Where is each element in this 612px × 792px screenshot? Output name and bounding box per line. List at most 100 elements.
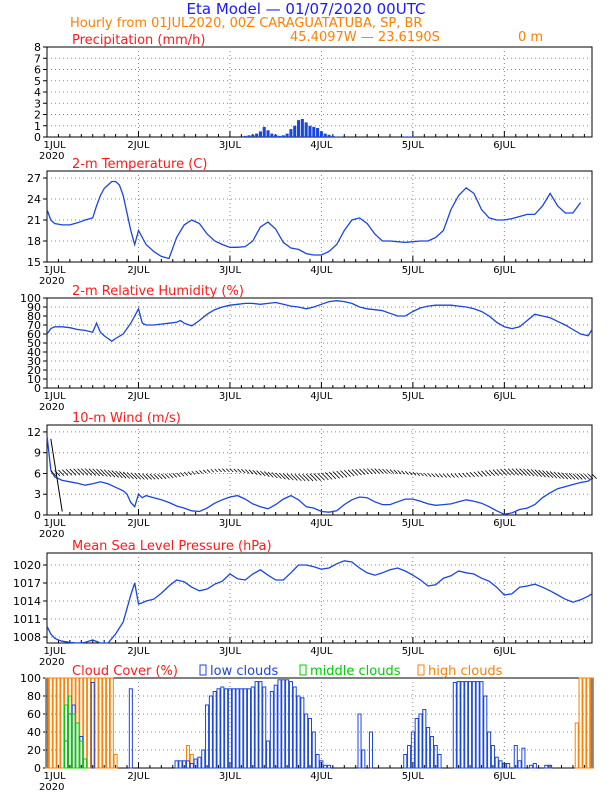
precip-bar (247, 135, 251, 137)
low-cloud-bar (216, 688, 221, 769)
low-cloud-bar (250, 686, 255, 769)
precip-bar (411, 136, 415, 137)
low-cloud-bar (304, 713, 309, 769)
low-cloud-bar (475, 681, 480, 769)
wind-arrow (77, 468, 85, 476)
low-cloud-bar (410, 731, 415, 769)
rh-ytick-label: 40 (27, 346, 41, 359)
high-cloud-bar (586, 677, 591, 769)
rh-ytick-label: 30 (27, 355, 41, 368)
wind-arrow (107, 469, 116, 478)
low-cloud-bar (178, 760, 183, 769)
precip-bar (319, 131, 323, 137)
wind-arrow (523, 468, 531, 477)
wind-arrow (172, 473, 178, 478)
chart-subtitle: Hourly from 01JUL2020, 00Z CARAGUATATUBA… (70, 16, 422, 31)
high-cloud-bar (589, 677, 595, 769)
wind-arrow (401, 470, 406, 475)
low-cloud-bar (201, 749, 206, 769)
wind-arrow (500, 468, 508, 476)
wind-arrow (324, 472, 333, 480)
temp-day-label: 1JUL (44, 265, 67, 276)
high-cloud-bar (56, 677, 61, 769)
low-cloud-bar (368, 731, 373, 769)
wind-arrow (321, 472, 329, 481)
cloud-year-label: 2020 (39, 782, 64, 792)
low-cloud-bar (498, 760, 503, 769)
wind-arrow (161, 473, 167, 479)
low-cloud-bar (224, 688, 229, 769)
wind-day-label: 2JUL (127, 518, 150, 529)
low-cloud-bar (528, 764, 534, 769)
low-cloud-bar (220, 686, 225, 769)
wind-ytick-label: 0 (34, 509, 41, 522)
wind-arrow (50, 470, 57, 477)
mslp-year-label: 2020 (39, 657, 64, 668)
high-cloud-bar (52, 677, 57, 769)
precip-ytick-label: 8 (34, 41, 41, 54)
rh-day-label: 2JUL (127, 391, 150, 402)
wind-arrow (149, 473, 156, 480)
wind-arrow (507, 468, 515, 476)
precip-bar (403, 136, 407, 137)
low-cloud-bar (212, 691, 217, 769)
wind-series-line (46, 435, 593, 515)
precip-bar (281, 135, 285, 137)
wind-arrow (458, 473, 463, 478)
wind-arrow (317, 472, 325, 481)
cloud-ytick-label: 0 (34, 762, 41, 775)
wind-arrow (248, 469, 254, 475)
high-cloud-bar (102, 677, 107, 769)
wind-title: 10-m Wind (m/s) (72, 411, 181, 426)
mslp-day-label: 5JUL (402, 646, 425, 657)
wind-arrow (492, 469, 500, 476)
wind-arrow (115, 470, 123, 479)
precip-bar (266, 130, 270, 137)
wind-arrow (561, 472, 569, 480)
wind-arrow (141, 473, 149, 480)
precip-ytick-label: 4 (34, 86, 41, 99)
rh-day-label: 4JUL (310, 391, 333, 402)
wind-arrow (183, 471, 188, 476)
precip-bar (331, 135, 335, 137)
wind-arrow (84, 468, 93, 476)
precip-ytick-label: 2 (34, 109, 41, 122)
wind-arrow (50, 438, 63, 512)
wind-arrow (218, 468, 222, 473)
wind-arrow (565, 472, 572, 480)
wind-arrow (103, 469, 112, 478)
precip-day-label: 6JUL (493, 140, 516, 151)
middle-cloud-bar (83, 758, 88, 769)
precip-ytick-label: 5 (34, 75, 41, 88)
wind-arrow (88, 468, 97, 476)
high-cloud-bar (98, 677, 103, 769)
rh-ytick-label: 20 (27, 364, 41, 377)
wind-arrow (542, 470, 550, 478)
legend-swatch (299, 664, 307, 676)
low-cloud-bar (205, 704, 210, 769)
wind-arrow (58, 469, 65, 476)
wind-arrow (572, 473, 579, 480)
wind-arrow (424, 473, 428, 477)
low-cloud-bar (285, 679, 290, 769)
wind-panel: 0 3 6 9 12 1JUL 2JUL 3JUL 4JUL 5JUL 6JUL 2020 10-m W… (27, 411, 597, 540)
low-cloud-bar (548, 764, 553, 769)
precip-ytick-label: 7 (34, 52, 41, 65)
wind-arrow (370, 468, 377, 474)
wind-arrow (122, 471, 131, 479)
wind-arrow (286, 473, 294, 481)
wind-arrow (488, 469, 496, 477)
wind-arrow (92, 468, 100, 477)
wind-arrow (126, 472, 134, 480)
high-cloud-bar (105, 677, 111, 769)
temp-title: 2-m Temperature (C) (72, 157, 207, 172)
precip-day-label: 1JUL (44, 140, 67, 151)
mslp-day-label: 6JUL (493, 646, 516, 657)
wind-arrow (191, 470, 196, 475)
mslp-ytick-label: 1008 (13, 631, 41, 644)
cloud-ytick-label: 100 (20, 672, 41, 685)
low-cloud-bar (319, 760, 324, 769)
low-cloud-bar (315, 754, 320, 769)
mslp-ytick-label: 1017 (13, 577, 41, 590)
